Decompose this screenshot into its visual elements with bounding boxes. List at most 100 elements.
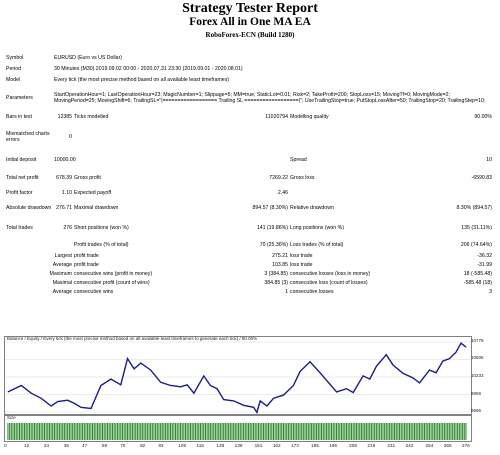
balance-point [80, 406, 82, 408]
volume-bar [73, 423, 75, 440]
volume-bar [296, 423, 298, 440]
volume-bar [370, 423, 372, 440]
value-net-profit: 678.39 [56, 175, 72, 181]
x-tick-label: 82 [140, 443, 146, 448]
volume-bar [277, 423, 279, 440]
volume-bar [284, 423, 286, 440]
volume-bar [37, 423, 39, 440]
volume-bar [326, 423, 328, 440]
volume-bar [188, 423, 190, 440]
volume-bar [19, 423, 21, 440]
balance-point [243, 404, 245, 406]
value-abs-drawdown: 276.71 [56, 205, 72, 211]
volume-bar [15, 423, 17, 440]
volume-bar [48, 423, 50, 440]
x-tick-label: 151 [254, 443, 263, 448]
volume-bar [458, 423, 460, 440]
volume-bar [173, 423, 175, 440]
label-maximal-profit: consecutive profit (count of wins) [74, 279, 150, 286]
balance-point [375, 365, 377, 367]
value-long-positions: 135 (31.11%) [461, 225, 493, 231]
volume-bar [317, 423, 319, 440]
balance-point [30, 392, 32, 394]
volume-bar [25, 423, 27, 440]
volume-bar [437, 423, 439, 440]
value-symbol: EURUSD (Euro vs US Dollar) [54, 54, 123, 61]
volume-bar [262, 423, 265, 440]
label-largest: Largest [54, 252, 72, 259]
volume-bar [150, 423, 152, 440]
volume-bar [30, 423, 32, 440]
label-gross-loss: Gross loss [290, 175, 315, 181]
label-mismatched: Mismatched charts errors [6, 131, 50, 143]
balance-point [419, 382, 420, 384]
value-largest-loss: -36.32 [477, 252, 493, 259]
volume-bar [309, 423, 311, 440]
volume-bar [191, 423, 193, 440]
volume-bar [334, 423, 336, 440]
value-total-trades: 276 [63, 225, 72, 231]
volume-bar [128, 423, 130, 440]
volume-bar [423, 423, 426, 440]
value-period: 30 Minutes (M30) 2019.09.02 00:00 - 2020… [54, 65, 243, 72]
volume-bar [80, 423, 82, 440]
volume-bar [452, 423, 454, 440]
volume-bar [105, 423, 107, 440]
volume-bar [324, 423, 326, 440]
balance-point [309, 361, 311, 363]
balance-point [273, 397, 274, 399]
balance-point [210, 385, 211, 386]
volume-bar [101, 423, 104, 440]
balance-point [140, 362, 142, 364]
volume-bar [329, 423, 331, 440]
volume-bar [42, 423, 44, 440]
value-avg-consec-wins: 1 [285, 288, 288, 295]
volume-bar [453, 423, 455, 440]
label-average-loss: loss trade [290, 261, 313, 268]
volume-bar [465, 423, 467, 440]
balance-point [223, 399, 225, 400]
label-short-positions: Short positions (won %) [74, 225, 129, 231]
volume-bar [87, 423, 89, 440]
volume-bar [365, 423, 367, 440]
volume-bar [14, 423, 16, 440]
volume-bar [229, 423, 231, 440]
volume-bar [244, 423, 246, 440]
balance-point [216, 388, 218, 390]
volume-bar [209, 423, 211, 440]
volume-bar [55, 423, 57, 440]
volume-bar [60, 423, 62, 440]
volume-bar [264, 423, 266, 440]
value-avg-consec-losses: 3 [489, 288, 493, 295]
label-long-positions: Long positions (won %) [290, 225, 344, 231]
value-loss-trades: 206 (74.64%) [460, 242, 493, 248]
balance-point [402, 372, 404, 374]
volume-bar [201, 423, 203, 440]
volume-bar [88, 423, 90, 440]
volume-bar [97, 423, 99, 440]
volume-bar [291, 423, 293, 440]
volume-bar [427, 423, 429, 440]
volume-bar [163, 423, 165, 440]
y-tick-label: 10506 [471, 355, 484, 361]
x-tick-label: 231 [387, 443, 396, 448]
row-period: Period 30 Minutes (M30) 2019.09.02 00:00… [5, 63, 493, 74]
volume-bar [77, 423, 79, 440]
y-tick-label: 9686 [471, 408, 482, 413]
volume-bar [204, 423, 206, 440]
volume-bar [399, 423, 401, 440]
volume-bar [344, 423, 346, 440]
volume-bar [100, 423, 102, 440]
volume-bar [367, 423, 369, 440]
volume-bar [110, 423, 112, 440]
x-tick-label: 242 [405, 443, 414, 448]
volume-bar [316, 423, 318, 440]
volume-bar [20, 423, 22, 440]
volume-bar [126, 423, 128, 440]
row-abs-drawdown: Absolute drawdown 276.71 Maximal drawdow… [5, 199, 493, 217]
label-ticks: Ticks modelled [74, 114, 109, 120]
volume-bar [239, 423, 241, 440]
volume-bar [138, 423, 140, 440]
volume-bar [294, 423, 296, 440]
x-tick-label: 139 [234, 443, 243, 448]
